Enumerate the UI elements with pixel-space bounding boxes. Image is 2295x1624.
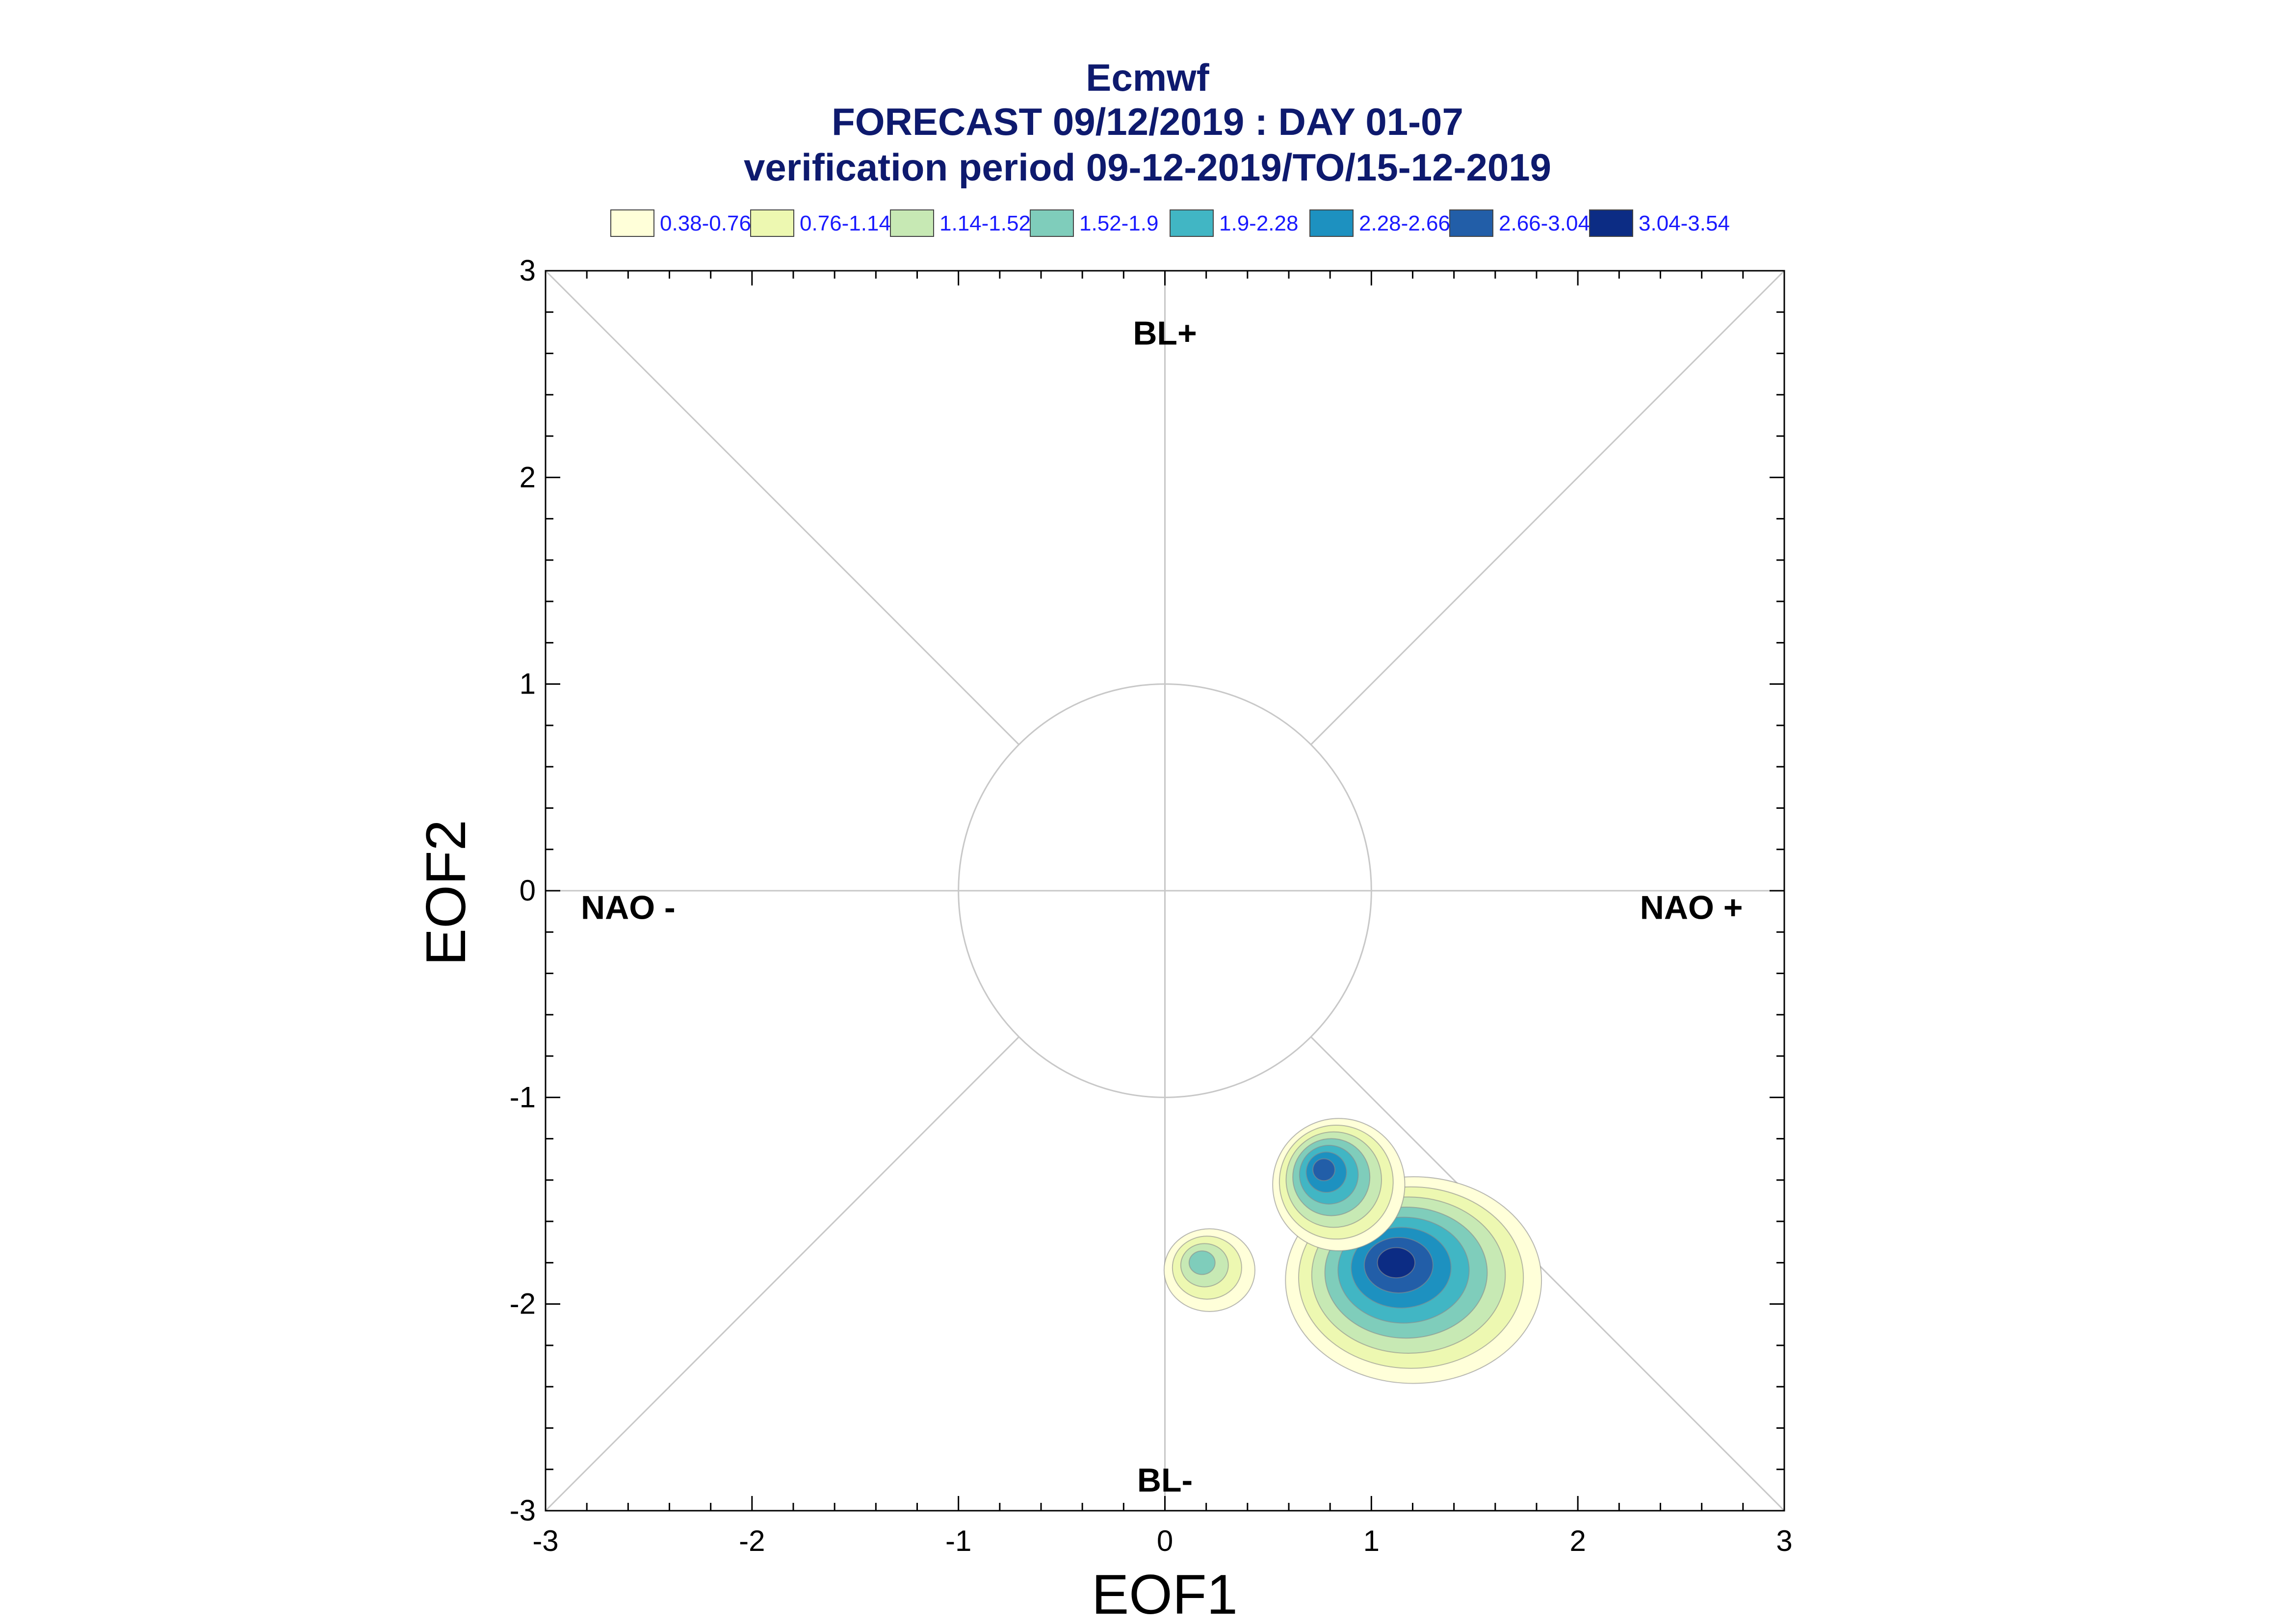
- y-tick-label: 1: [520, 668, 536, 700]
- guide-lines: [545, 270, 1785, 1512]
- plot-area: -3 -2 -1 0 1 2 3 -3 -2 -1 0 1 2 3 BL+ BL- NAO - NAO +: [510, 254, 1793, 1557]
- legend-label: 0.38-0.76: [660, 211, 751, 235]
- y-tick-label: 0: [520, 874, 536, 907]
- region-label: NAO +: [1640, 889, 1743, 927]
- diagonal-guide: [1310, 270, 1785, 746]
- y-tick-label: 3: [520, 254, 536, 287]
- title-line-2: FORECAST 09/12/2019 : DAY 01-07: [832, 100, 1463, 143]
- diagonal-guide: [545, 1036, 1019, 1512]
- legend-label: 2.28-2.66: [1359, 211, 1450, 235]
- legend-label: 1.9-2.28: [1219, 211, 1298, 235]
- legend-swatch: [1309, 209, 1354, 237]
- x-tick-label: -2: [739, 1524, 765, 1557]
- legend-label: 0.76-1.14: [800, 211, 891, 235]
- legend: 0.38-0.76 0.76-1.14 1.14-1.52 1.52-1.9 1.9-2…: [610, 209, 1730, 237]
- y-tick-label: -3: [510, 1494, 536, 1527]
- chart-title: Ecmwf FORECAST 09/12/2019 : DAY 01-07 ve…: [744, 56, 1551, 189]
- region-label: NAO -: [581, 889, 676, 927]
- density-contours: [1163, 1118, 1542, 1384]
- x-tick-label: -1: [945, 1524, 971, 1557]
- legend-swatch: [1030, 209, 1074, 237]
- x-tick-label: 3: [1776, 1524, 1792, 1557]
- legend-label: 3.04-3.54: [1639, 211, 1730, 235]
- legend-label: 1.52-1.9: [1079, 211, 1158, 235]
- diagonal-guide: [1310, 1036, 1785, 1512]
- y-tick-label: 2: [520, 461, 536, 493]
- x-tick-label: 0: [1157, 1524, 1173, 1557]
- x-tick-label: 1: [1363, 1524, 1380, 1557]
- legend-swatch: [1170, 209, 1214, 237]
- density-level-4: [1188, 1250, 1216, 1275]
- y-tick-label: -2: [510, 1288, 536, 1320]
- region-label: BL-: [1137, 1462, 1193, 1499]
- x-tick-label: 2: [1569, 1524, 1586, 1557]
- legend-swatch: [1449, 209, 1493, 237]
- legend-swatch: [1589, 209, 1633, 237]
- legend-swatch: [890, 209, 934, 237]
- x-axis-title: EOF1: [1092, 1564, 1238, 1624]
- y-tick-label: -1: [510, 1081, 536, 1113]
- title-line-1: Ecmwf: [1086, 56, 1209, 99]
- region-label: BL+: [1133, 314, 1197, 352]
- axis-ticks: -3 -2 -1 0 1 2 3 -3 -2 -1 0 1 2 3: [510, 254, 1793, 1557]
- title-line-3: verification period 09-12-2019/TO/15-12-…: [744, 146, 1551, 189]
- x-tick-label: -3: [532, 1524, 558, 1557]
- diagonal-guide: [545, 270, 1019, 746]
- legend-label: 2.66-3.04: [1499, 211, 1590, 235]
- legend-swatch: [750, 209, 794, 237]
- legend-label: 1.14-1.52: [939, 211, 1031, 235]
- legend-swatch: [610, 209, 654, 237]
- region-labels: BL+ BL- NAO - NAO +: [581, 314, 1743, 1498]
- reference-circle: [958, 683, 1372, 1098]
- density-level-8: [1377, 1247, 1416, 1279]
- y-axis-title: EOF2: [415, 820, 477, 966]
- density-level-7: [1312, 1158, 1335, 1182]
